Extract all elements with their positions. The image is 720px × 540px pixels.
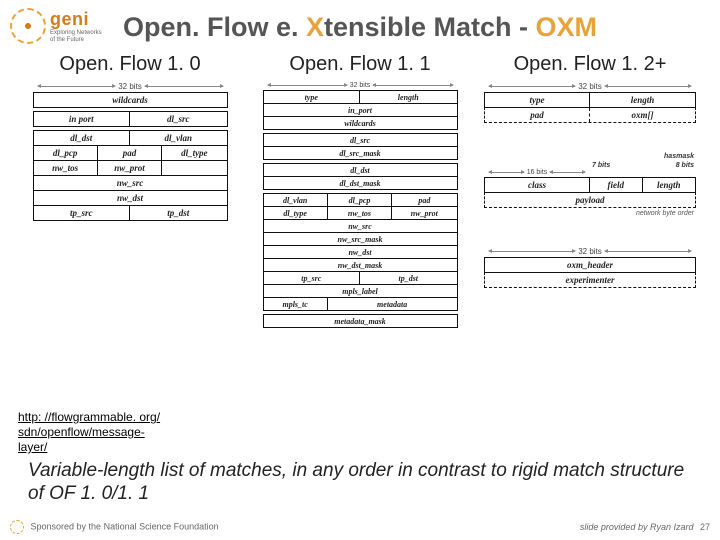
cell: length [360,91,457,103]
cell: mpls_label [264,285,457,297]
cell: nw_src_mask [264,233,457,245]
title-m: M [434,12,457,42]
bits-label-of10: 32 bits [118,82,142,91]
cell: dl_vlan [264,194,328,206]
bits-label-of12a: 32 bits [578,82,602,91]
cell: oxm_header [485,258,695,272]
geni-logo: geni Exploring Networks of the Future [10,8,102,44]
url-line-3: layer/ [18,440,160,455]
cell: pad [98,146,162,160]
title-rest: tensible [324,12,434,42]
struct-of10: 32 bits wildcards in port dl_src dl_dst … [33,82,228,221]
geni-logo-textblock: geni Exploring Networks of the Future [50,9,102,43]
slide-number: 27 [700,522,710,532]
columns-container: Open. Flow 1. 0 32 bits wildcards in por… [0,43,720,328]
title-rest2: atch - [456,12,536,42]
footer-attrib: slide provided by Ryan Izard [580,522,694,532]
bits-bar-of12b: 32 bits [484,247,696,256]
reference-url[interactable]: http: //flowgrammable. org/ sdn/openflow… [18,410,160,455]
cell: mpls_tc [264,298,328,310]
col-heading-of11: Open. Flow 1. 1 [289,53,430,76]
cell: field [590,178,643,192]
page-title: Open. Flow e. Xtensible Match - OXM [0,0,720,43]
cell: in port [34,112,131,126]
cell: nw_dst [34,191,227,205]
cell: nw_dst_mask [264,259,457,271]
cell: type [264,91,361,103]
cell: tp_dst [130,206,227,220]
cell: length [590,93,695,107]
title-suffix: OXM [536,12,598,42]
cell: pad [392,194,456,206]
cell: experimenter [485,273,695,287]
geni-logo-icon [10,8,46,44]
url-line-2: sdn/openflow/message- [18,425,160,440]
cell: length [643,178,696,192]
title-pre: Open. Flow e. [123,12,306,42]
cell: dl_dst_mask [264,177,457,189]
cell: nw_prot [392,207,456,219]
url-line-1: http: //flowgrammable. org/ [18,410,160,425]
cell: metadata_mask [264,315,457,327]
cell: nw_src [34,176,227,190]
cell: wildcards [34,93,227,107]
cell: oxm[] [590,108,695,122]
col-heading-of10: Open. Flow 1. 0 [59,53,200,76]
footer-sponsor-block: Sponsored by the National Science Founda… [10,520,219,534]
footer-sponsor: Sponsored by the National Science Founda… [31,521,219,531]
column-of12: Open. Flow 1. 2+ 32 bits type length pad… [482,53,698,328]
column-of10: Open. Flow 1. 0 32 bits wildcards in por… [22,53,238,328]
geni-logo-small-icon [10,520,24,534]
col-heading-of12: Open. Flow 1. 2+ [514,53,667,76]
cell: nw_src [264,220,457,232]
cell: dl_dst [264,164,457,176]
cell: dl_src [264,134,457,146]
cell: dl_pcp [34,146,98,160]
logo-tagline-2: of the Future [50,37,102,44]
bits-label-of11: 32 bits [350,82,371,89]
bits-label-of12b: 32 bits [578,247,602,256]
cell: dl_pcp [328,194,392,206]
cell: nw_dst [264,246,457,258]
byte-order-note: network byte order [484,208,696,217]
struct-of11: 32 bits type length in_port wildcards dl… [263,82,458,328]
logo-name: geni [50,9,102,30]
bits-bar-16: 16 bits [484,169,590,176]
cell: dl_dst [34,131,131,145]
bits-bar-of12a: 32 bits [484,82,696,91]
summary-text: Variable-length list of matches, in any … [28,460,700,506]
cell: nw_prot [98,161,162,175]
cell: dl_src_mask [264,147,457,159]
cell: dl_type [264,207,328,219]
cell: dl_type [162,146,226,160]
title-x: X [306,12,324,42]
cell: in_port [264,104,457,116]
cell [162,161,226,175]
bits-bar-of10: 32 bits [33,82,228,91]
logo-tagline-1: Exploring Networks [50,30,102,37]
cell: class [485,178,590,192]
cell: nw_tos [34,161,98,175]
cell: tp_dst [360,272,457,284]
cell: pad [485,108,590,122]
bits-bar-of11: 32 bits [263,82,458,89]
footer-right: slide provided by Ryan Izard 27 [580,522,710,532]
footer: Sponsored by the National Science Founda… [10,520,710,534]
cell: dl_src [130,112,227,126]
column-of11: Open. Flow 1. 1 32 bits type length in_p… [252,53,468,328]
bits-annotation-small: hasmask [484,153,696,160]
cell: type [485,93,590,107]
cell: dl_vlan [130,131,227,145]
cell: wildcards [264,117,457,129]
cell: payload [485,193,695,207]
bits-label-16: 16 bits [527,169,548,176]
struct-of12: 32 bits type length pad oxm[] hasmask 7 … [484,82,696,288]
cell: metadata [328,298,457,310]
cell: tp_src [264,272,361,284]
cell: tp_src [34,206,131,220]
bits-annotation-7-8: 7 bits 8 bits [484,162,696,169]
cell: nw_tos [328,207,392,219]
